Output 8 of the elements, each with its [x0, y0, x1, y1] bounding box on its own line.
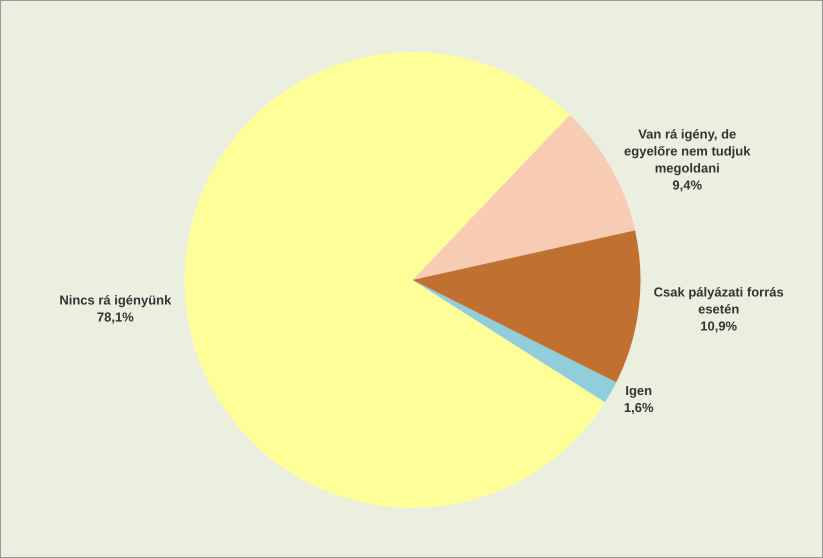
slice-label: Van rá igény, de egyelőre nem tudjuk megoldani [624, 126, 752, 176]
slice-label: Nincs rá igényünk [59, 292, 172, 308]
slice-label: Csak pályázati forrás esetén [654, 284, 784, 316]
data-label: 1,6% [624, 400, 654, 415]
data-label: 9,4% [672, 177, 702, 192]
data-label: 78,1% [96, 310, 134, 325]
slice-label: Igen [625, 382, 652, 398]
data-label: 10,9% [700, 318, 738, 334]
